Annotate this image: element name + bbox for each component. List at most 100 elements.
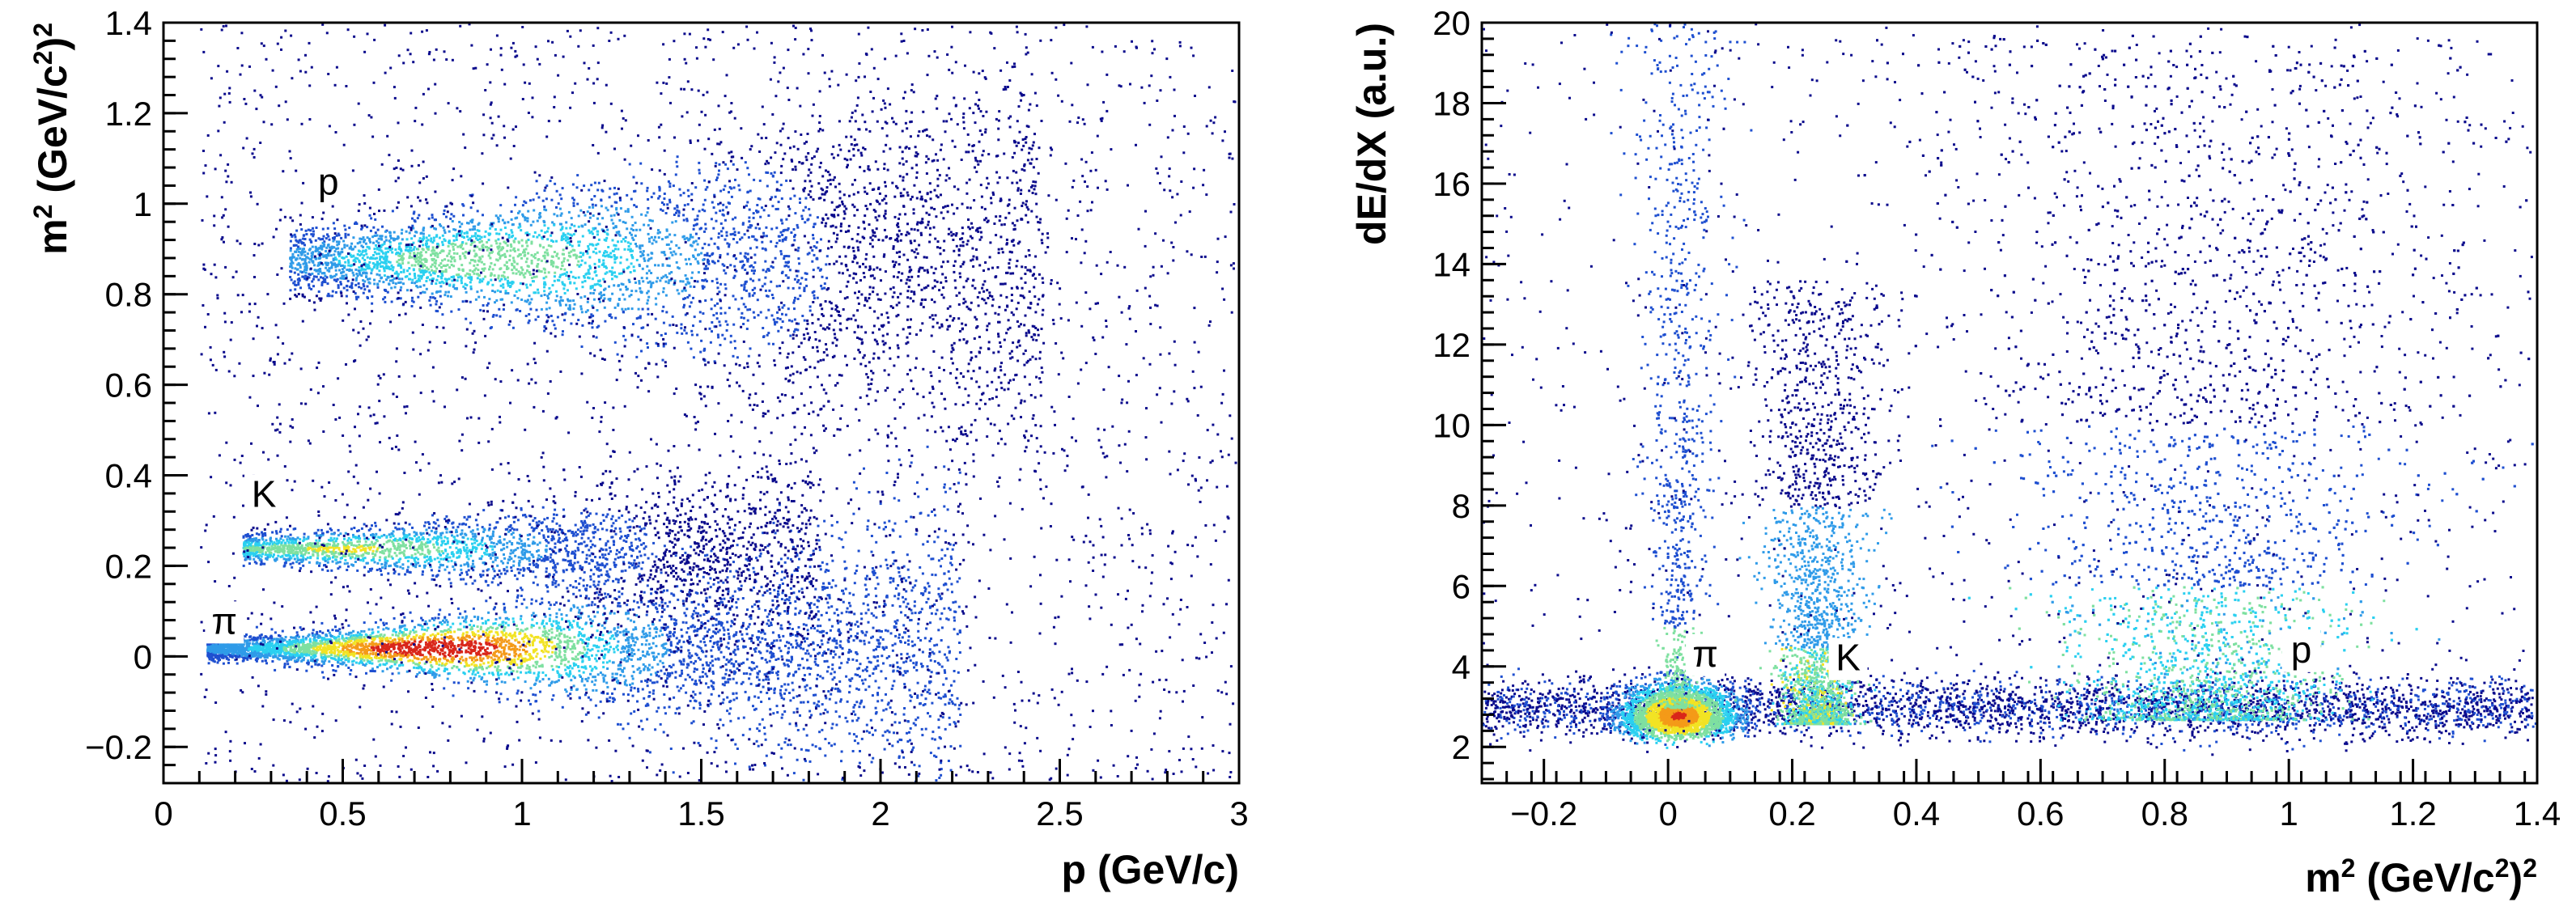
left-data-point bbox=[783, 610, 787, 612]
left-data-point bbox=[331, 651, 334, 654]
left-data-point bbox=[210, 653, 213, 656]
left-data-point bbox=[621, 647, 624, 650]
left-data-point bbox=[902, 713, 906, 716]
left-data-point bbox=[316, 632, 319, 635]
left-data-point bbox=[664, 602, 667, 605]
left-data-point bbox=[538, 626, 541, 629]
left-data-point bbox=[507, 666, 510, 669]
left-data-point bbox=[485, 653, 488, 656]
left-data-point bbox=[382, 635, 385, 638]
left-data-point bbox=[297, 650, 300, 653]
left-data-point bbox=[518, 641, 521, 644]
left-data-point bbox=[265, 649, 269, 652]
left-data-point bbox=[481, 667, 484, 671]
left-data-point bbox=[443, 641, 447, 644]
left-data-point bbox=[787, 743, 790, 747]
left-data-point bbox=[310, 665, 313, 668]
left-data-point bbox=[422, 668, 426, 671]
left-data-point bbox=[295, 652, 298, 654]
left-data-point bbox=[732, 677, 735, 680]
left-data-point bbox=[917, 637, 920, 639]
left-data-point bbox=[208, 658, 211, 661]
left-data-point bbox=[813, 660, 817, 663]
left-data-point bbox=[295, 631, 299, 634]
left-data-point bbox=[482, 630, 485, 633]
left-data-point bbox=[584, 678, 588, 680]
left-data-point bbox=[944, 582, 948, 586]
left-data-point bbox=[619, 650, 622, 654]
left-data-point bbox=[923, 684, 927, 688]
left-data-point bbox=[387, 642, 390, 646]
left-data-point bbox=[781, 713, 784, 716]
left-data-point bbox=[335, 640, 338, 643]
left-data-point bbox=[806, 701, 809, 704]
left-data-point bbox=[430, 646, 433, 648]
left-data-point bbox=[445, 636, 448, 638]
left-data-point bbox=[575, 655, 578, 659]
left-data-point bbox=[706, 630, 709, 633]
left-data-point bbox=[871, 567, 874, 570]
left-data-point bbox=[568, 624, 571, 627]
left-data-point bbox=[928, 639, 932, 642]
left-data-point bbox=[489, 664, 492, 667]
left-data-point bbox=[528, 666, 531, 668]
left-data-point bbox=[953, 619, 956, 622]
left-data-point bbox=[711, 646, 715, 648]
left-data-point bbox=[896, 666, 899, 669]
left-data-point bbox=[723, 633, 726, 636]
left-data-point bbox=[409, 630, 412, 633]
left-data-point bbox=[947, 646, 950, 649]
left-data-point bbox=[745, 557, 748, 561]
left-data-point bbox=[852, 733, 855, 736]
left-data-point bbox=[672, 771, 675, 774]
left-data-point bbox=[838, 666, 842, 669]
left-data-point bbox=[813, 603, 816, 606]
left-data-point bbox=[717, 622, 720, 625]
left-data-point bbox=[882, 646, 885, 650]
left-data-point bbox=[630, 675, 634, 678]
left-data-point bbox=[281, 654, 284, 658]
left-data-point bbox=[550, 654, 554, 658]
left-data-point bbox=[401, 639, 404, 642]
left-data-point bbox=[312, 634, 315, 637]
left-data-point bbox=[533, 671, 536, 675]
left-data-point bbox=[253, 638, 256, 641]
left-data-point bbox=[534, 666, 537, 669]
left-data-point bbox=[443, 687, 446, 690]
left-data-point bbox=[423, 662, 427, 665]
left-data-point bbox=[727, 612, 730, 615]
left-data-point bbox=[944, 529, 947, 532]
left-data-point bbox=[571, 667, 574, 670]
left-data-point bbox=[913, 666, 915, 669]
left-data-point bbox=[646, 680, 649, 684]
left-data-point bbox=[668, 705, 671, 709]
left-data-point bbox=[223, 653, 227, 656]
left-data-point bbox=[592, 676, 595, 679]
left-data-point bbox=[567, 694, 570, 697]
left-data-point bbox=[243, 657, 246, 659]
left-data-point bbox=[780, 627, 783, 630]
left-data-point bbox=[932, 557, 935, 561]
left-data-point bbox=[282, 651, 286, 654]
left-data-point bbox=[787, 646, 791, 650]
left-data-point bbox=[833, 639, 836, 642]
left-data-point bbox=[389, 641, 393, 644]
left-data-point bbox=[872, 667, 876, 671]
left-data-point bbox=[920, 727, 923, 731]
left-data-point bbox=[919, 511, 923, 515]
left-data-point bbox=[504, 616, 507, 620]
left-data-point bbox=[698, 676, 702, 679]
left-data-point bbox=[877, 645, 881, 648]
left-data-point bbox=[846, 700, 849, 703]
left-data-point bbox=[881, 718, 884, 722]
left-data-point bbox=[397, 647, 400, 650]
left-data-point bbox=[620, 658, 623, 661]
left-data-point bbox=[646, 684, 649, 688]
left-data-point bbox=[330, 656, 333, 659]
left-data-point bbox=[883, 521, 886, 524]
left-data-point bbox=[500, 654, 503, 658]
left-data-point bbox=[578, 582, 581, 586]
left-data-point bbox=[907, 576, 910, 579]
left-data-point bbox=[549, 604, 552, 607]
left-data-point bbox=[583, 684, 586, 687]
